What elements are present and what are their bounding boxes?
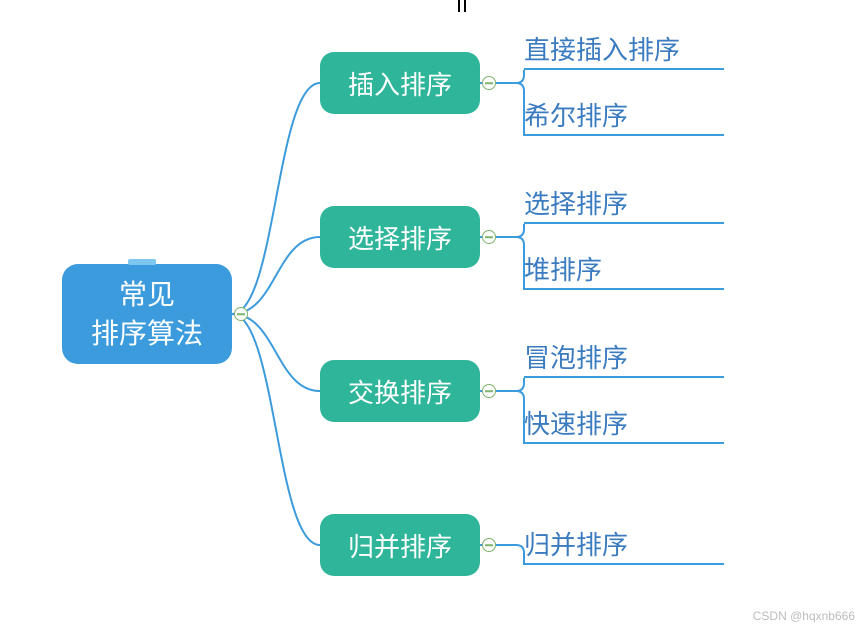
category-node[interactable]: 归并排序 bbox=[320, 514, 480, 576]
connector-line bbox=[232, 314, 320, 545]
leaf-label: 堆排序 bbox=[524, 250, 602, 287]
collapse-icon[interactable] bbox=[234, 307, 248, 321]
root-accent bbox=[128, 259, 156, 265]
category-node[interactable]: 交换排序 bbox=[320, 360, 480, 422]
leaf-node[interactable]: 快速排序 bbox=[524, 404, 724, 444]
category-node[interactable]: 选择排序 bbox=[320, 206, 480, 268]
connector-line bbox=[480, 83, 524, 136]
category-label: 归并排序 bbox=[348, 527, 452, 564]
category-label: 插入排序 bbox=[348, 65, 452, 102]
category-label: 交换排序 bbox=[348, 373, 452, 410]
connector-line bbox=[232, 237, 320, 314]
leaf-label: 直接插入排序 bbox=[524, 30, 680, 67]
category-label: 选择排序 bbox=[348, 219, 452, 256]
collapse-icon[interactable] bbox=[482, 76, 496, 90]
collapse-icon[interactable] bbox=[482, 230, 496, 244]
category-node[interactable]: 插入排序 bbox=[320, 52, 480, 114]
connector-line bbox=[480, 237, 524, 290]
leaf-node[interactable]: 希尔排序 bbox=[524, 96, 724, 136]
top-mark bbox=[458, 0, 466, 12]
collapse-icon[interactable] bbox=[482, 384, 496, 398]
collapse-icon[interactable] bbox=[482, 538, 496, 552]
root-node[interactable]: 常见 排序算法 bbox=[62, 264, 232, 364]
watermark-text: CSDN @hqxnb666 bbox=[753, 609, 855, 623]
leaf-node[interactable]: 冒泡排序 bbox=[524, 338, 724, 378]
leaf-label: 快速排序 bbox=[524, 404, 628, 441]
leaf-node[interactable]: 堆排序 bbox=[524, 250, 724, 290]
leaf-label: 归并排序 bbox=[524, 525, 628, 562]
leaf-label: 希尔排序 bbox=[524, 96, 628, 133]
leaf-node[interactable]: 直接插入排序 bbox=[524, 30, 724, 70]
leaf-label: 冒泡排序 bbox=[524, 338, 628, 375]
connector-line bbox=[232, 83, 320, 314]
leaf-node[interactable]: 选择排序 bbox=[524, 184, 724, 224]
root-label: 常见 排序算法 bbox=[91, 275, 203, 353]
connector-line bbox=[232, 314, 320, 391]
leaf-node[interactable]: 归并排序 bbox=[524, 525, 724, 565]
connector-line bbox=[480, 391, 524, 444]
leaf-label: 选择排序 bbox=[524, 184, 628, 221]
